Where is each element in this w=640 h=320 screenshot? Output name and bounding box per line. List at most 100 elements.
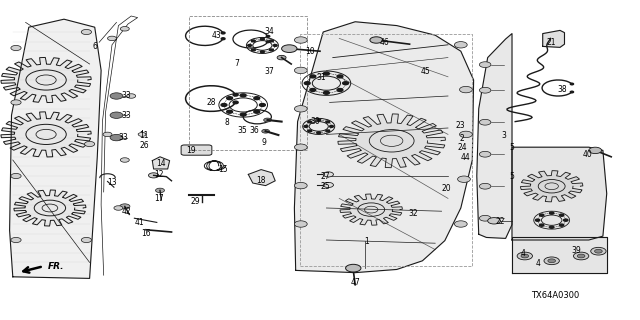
FancyBboxPatch shape	[181, 145, 212, 155]
Circle shape	[294, 106, 307, 112]
Text: 30: 30	[310, 117, 320, 126]
Circle shape	[540, 224, 544, 226]
Circle shape	[559, 214, 564, 216]
Text: 47: 47	[350, 278, 360, 287]
Circle shape	[550, 212, 554, 214]
Polygon shape	[338, 114, 445, 168]
Circle shape	[103, 132, 112, 137]
Circle shape	[138, 132, 146, 136]
Circle shape	[127, 94, 136, 98]
Circle shape	[550, 226, 554, 228]
Circle shape	[479, 87, 491, 93]
Text: 33: 33	[118, 133, 129, 142]
Polygon shape	[1, 112, 91, 157]
Circle shape	[317, 132, 321, 134]
Circle shape	[254, 97, 260, 100]
Circle shape	[282, 45, 297, 52]
Text: 40: 40	[582, 150, 593, 159]
Text: 4: 4	[521, 249, 526, 258]
Circle shape	[308, 121, 312, 123]
Circle shape	[156, 188, 164, 193]
Circle shape	[110, 112, 123, 118]
Text: 31: 31	[316, 73, 326, 82]
Text: 3: 3	[502, 131, 507, 140]
Text: 1: 1	[364, 237, 369, 246]
Circle shape	[479, 151, 491, 157]
Text: 37: 37	[264, 67, 274, 76]
Circle shape	[262, 129, 269, 133]
Circle shape	[11, 45, 21, 51]
Circle shape	[330, 125, 333, 127]
Circle shape	[294, 144, 307, 150]
Circle shape	[454, 42, 467, 48]
Circle shape	[233, 93, 238, 96]
Polygon shape	[294, 22, 474, 273]
Circle shape	[548, 259, 556, 263]
Text: 16: 16	[141, 229, 151, 238]
Circle shape	[240, 113, 246, 116]
Text: 45: 45	[420, 67, 431, 76]
Text: 8: 8	[225, 118, 230, 127]
Text: 32: 32	[408, 209, 418, 218]
Circle shape	[248, 44, 252, 46]
Circle shape	[595, 249, 602, 253]
Circle shape	[260, 38, 264, 40]
Text: 13: 13	[107, 178, 117, 187]
Circle shape	[304, 125, 308, 127]
Polygon shape	[248, 170, 275, 186]
Text: 38: 38	[557, 85, 567, 94]
Polygon shape	[520, 171, 583, 202]
Text: 19: 19	[186, 146, 196, 155]
Text: 28: 28	[207, 98, 216, 107]
Text: 25: 25	[320, 182, 330, 191]
Circle shape	[260, 51, 264, 53]
Text: 29: 29	[190, 197, 200, 206]
Text: 36: 36	[250, 126, 260, 135]
Circle shape	[221, 38, 225, 40]
Circle shape	[240, 94, 246, 97]
Circle shape	[540, 214, 544, 216]
Text: 33: 33	[122, 92, 132, 100]
Circle shape	[277, 55, 286, 60]
Polygon shape	[512, 237, 607, 273]
Circle shape	[252, 49, 255, 51]
Text: 5: 5	[509, 172, 515, 181]
Text: 4: 4	[535, 259, 540, 268]
Text: 24: 24	[457, 143, 467, 152]
Circle shape	[342, 82, 349, 85]
Circle shape	[479, 215, 491, 221]
Text: 17: 17	[154, 194, 164, 203]
Circle shape	[221, 32, 225, 34]
Polygon shape	[340, 194, 403, 225]
Circle shape	[488, 218, 500, 224]
Circle shape	[317, 119, 321, 121]
Text: FR.: FR.	[48, 262, 65, 271]
Circle shape	[233, 101, 238, 104]
Circle shape	[570, 91, 573, 93]
Text: 39: 39	[571, 246, 581, 255]
Circle shape	[114, 206, 123, 210]
Circle shape	[458, 176, 470, 182]
Circle shape	[252, 40, 255, 42]
Circle shape	[460, 86, 472, 93]
Text: 34: 34	[264, 28, 274, 36]
Circle shape	[304, 82, 310, 85]
Circle shape	[589, 147, 602, 154]
Circle shape	[337, 89, 343, 92]
Circle shape	[221, 103, 227, 107]
Circle shape	[266, 36, 270, 37]
Polygon shape	[512, 147, 607, 240]
Circle shape	[11, 100, 21, 105]
Text: 27: 27	[320, 172, 330, 181]
Circle shape	[310, 75, 316, 78]
Circle shape	[264, 118, 271, 122]
Circle shape	[120, 27, 129, 31]
Text: 18: 18	[257, 176, 266, 185]
Text: 12: 12	[154, 170, 163, 179]
Circle shape	[323, 91, 330, 94]
Text: 21: 21	[547, 38, 556, 47]
Polygon shape	[14, 190, 86, 226]
Polygon shape	[10, 19, 101, 278]
Text: 15: 15	[218, 165, 228, 174]
Circle shape	[254, 110, 260, 113]
